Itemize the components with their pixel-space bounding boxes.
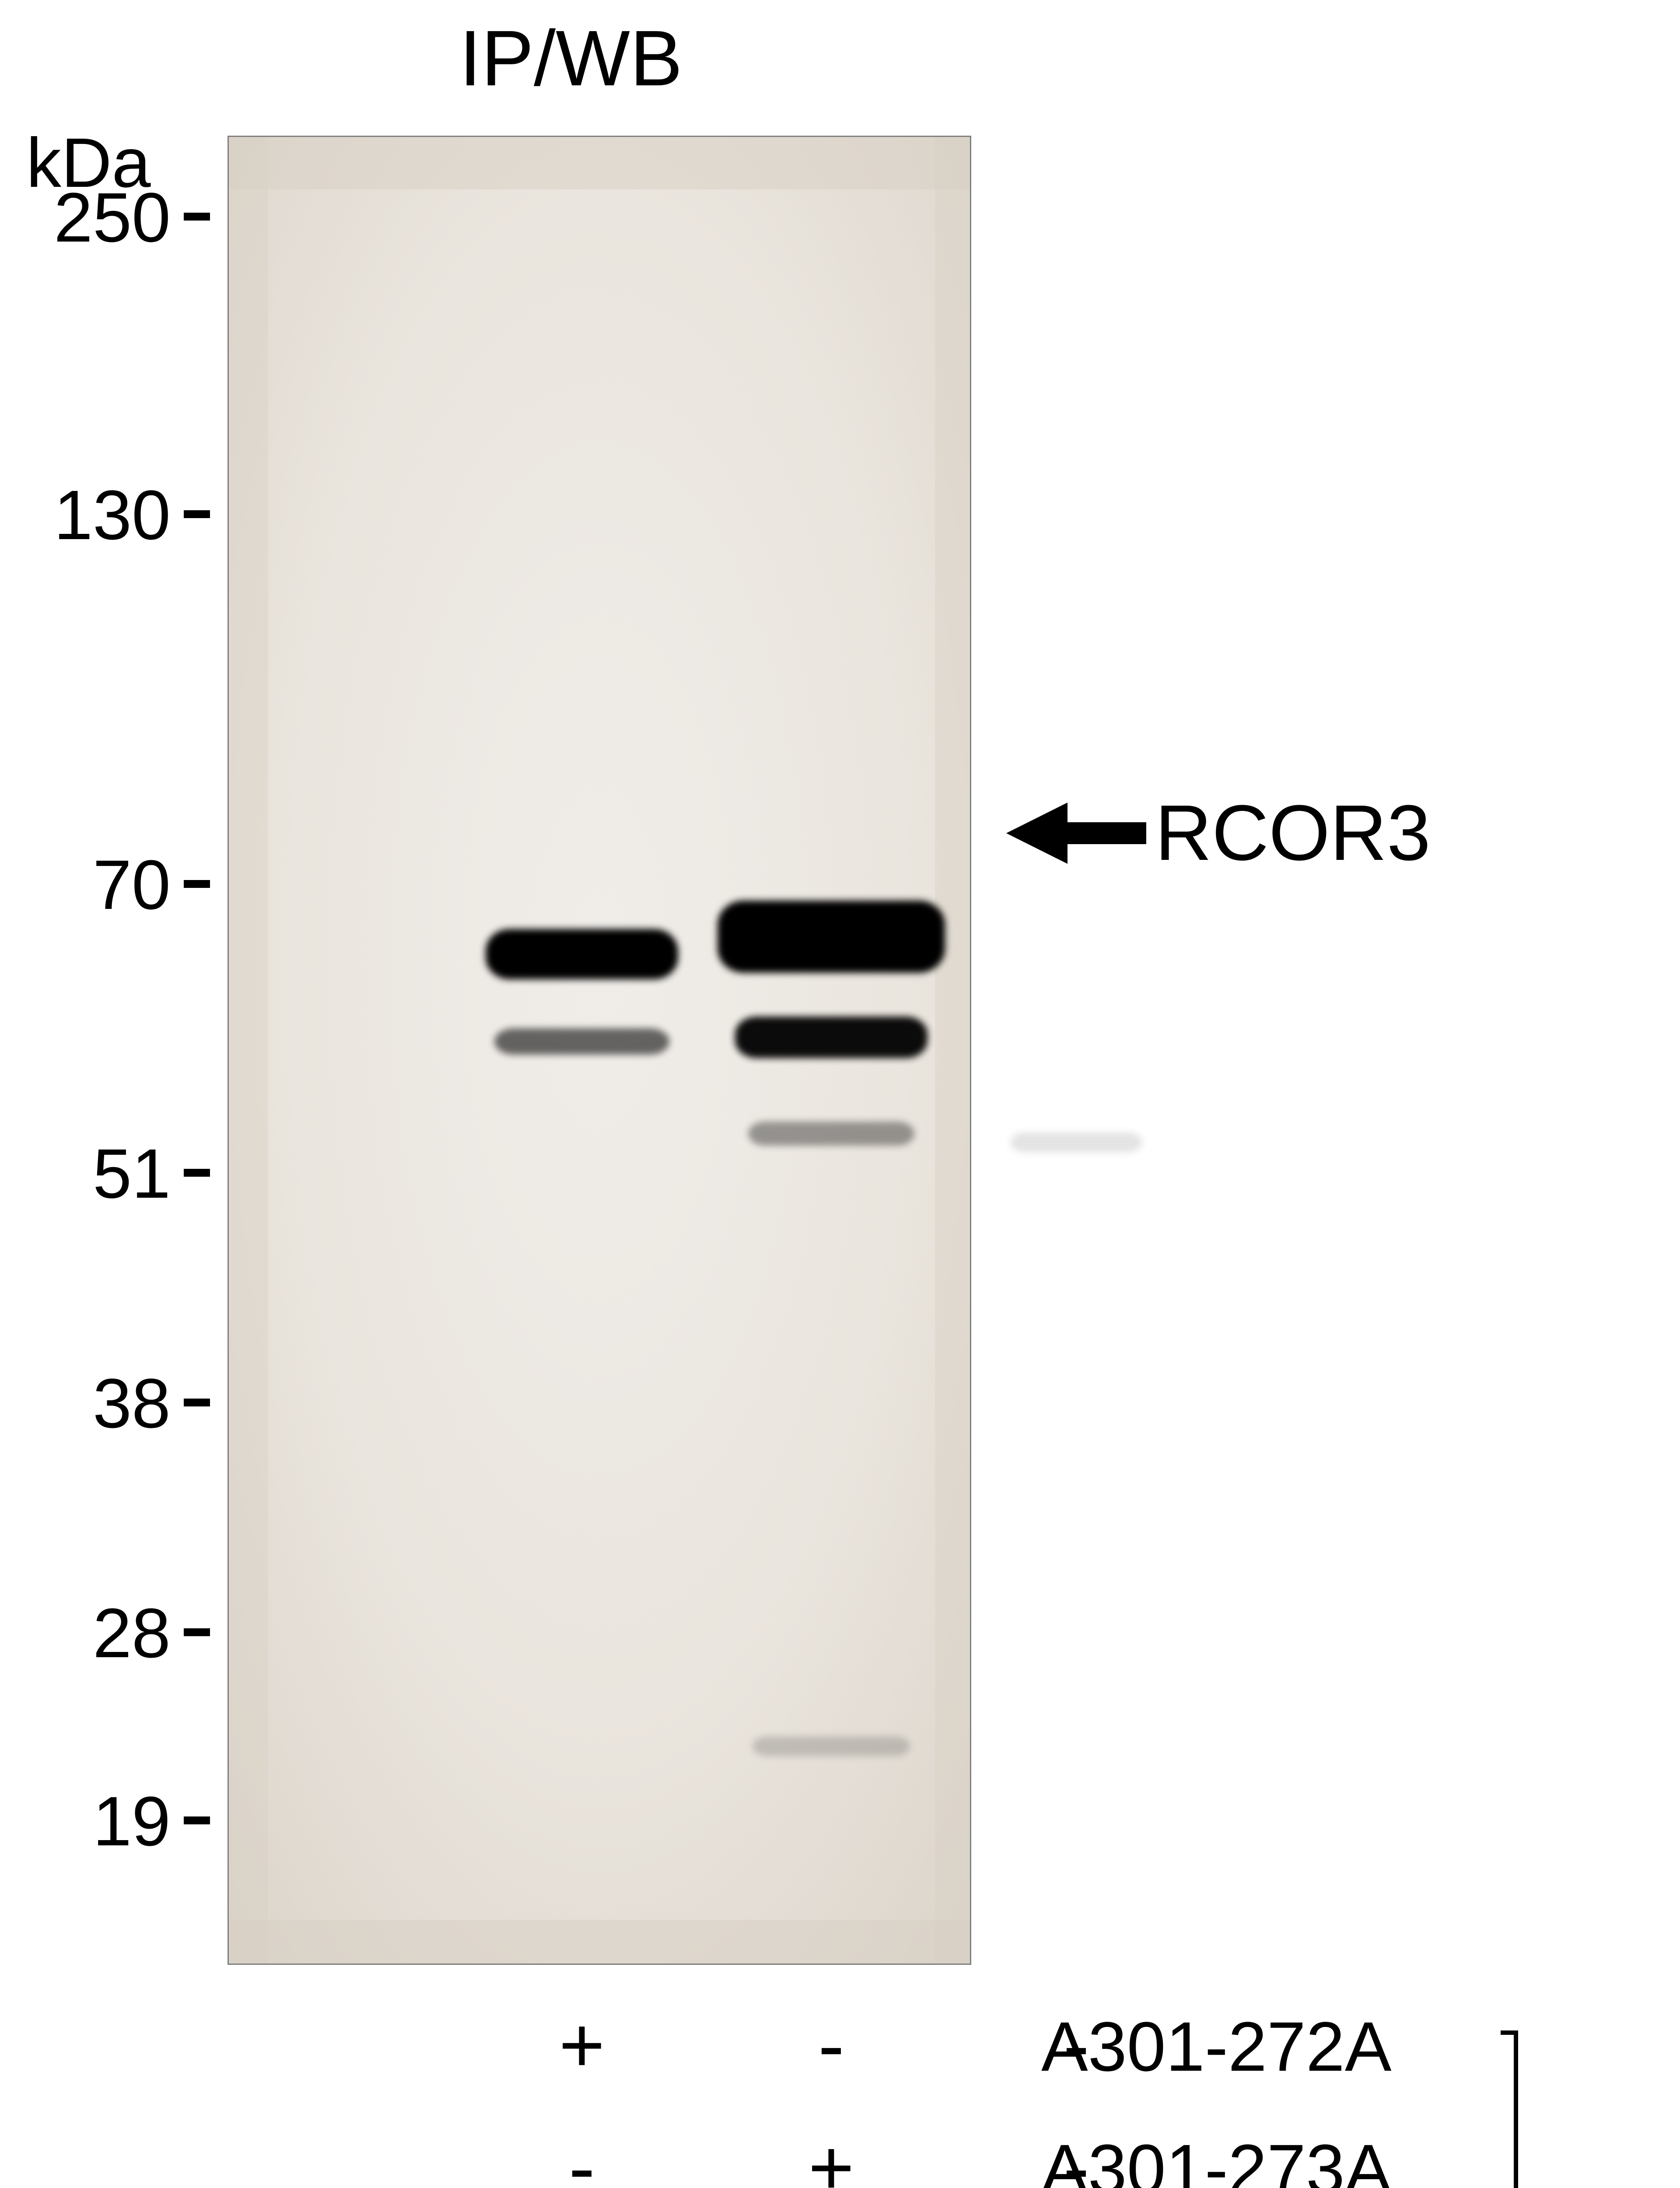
marker-250: 250 [26, 177, 171, 258]
marker-19: 19 [26, 1781, 171, 1862]
marker-tick [184, 1628, 210, 1636]
protein-band [718, 901, 945, 973]
marker-28: 28 [26, 1593, 171, 1673]
target-protein-text: RCOR3 [1155, 788, 1431, 878]
marker-130: 130 [26, 475, 171, 555]
protein-band [752, 1736, 910, 1756]
target-protein-label: RCOR3 [1006, 788, 1431, 878]
protein-band [486, 929, 678, 979]
figure-container: IP/WB kDa 25 [0, 0, 1680, 2188]
marker-tick [184, 880, 210, 888]
protein-band [494, 1028, 669, 1055]
ip-symbol: + [551, 2000, 612, 2090]
header-label: IP/WB [459, 13, 682, 104]
protein-band [748, 1122, 914, 1146]
protein-band [735, 1017, 928, 1058]
marker-38: 38 [26, 1363, 171, 1444]
ip-symbol: + [801, 2122, 862, 2188]
marker-tick [184, 510, 210, 518]
ip-symbol: - [801, 2000, 862, 2090]
marker-tick [184, 1816, 210, 1824]
ip-bracket [1501, 2030, 1518, 2188]
ip-row-label: A301-273A [1041, 2129, 1392, 2188]
marker-tick [184, 1399, 210, 1406]
protein-band [1011, 1133, 1142, 1152]
marker-tick [184, 213, 210, 221]
ip-row-label: A301-272A [1041, 2006, 1392, 2087]
ip-symbol: - [551, 2122, 612, 2188]
marker-51: 51 [26, 1133, 171, 1214]
ip-group-label: IP [1549, 2175, 1623, 2188]
marker-tick [184, 1169, 210, 1177]
arrow-left-icon [1006, 798, 1146, 868]
marker-70: 70 [26, 845, 171, 925]
